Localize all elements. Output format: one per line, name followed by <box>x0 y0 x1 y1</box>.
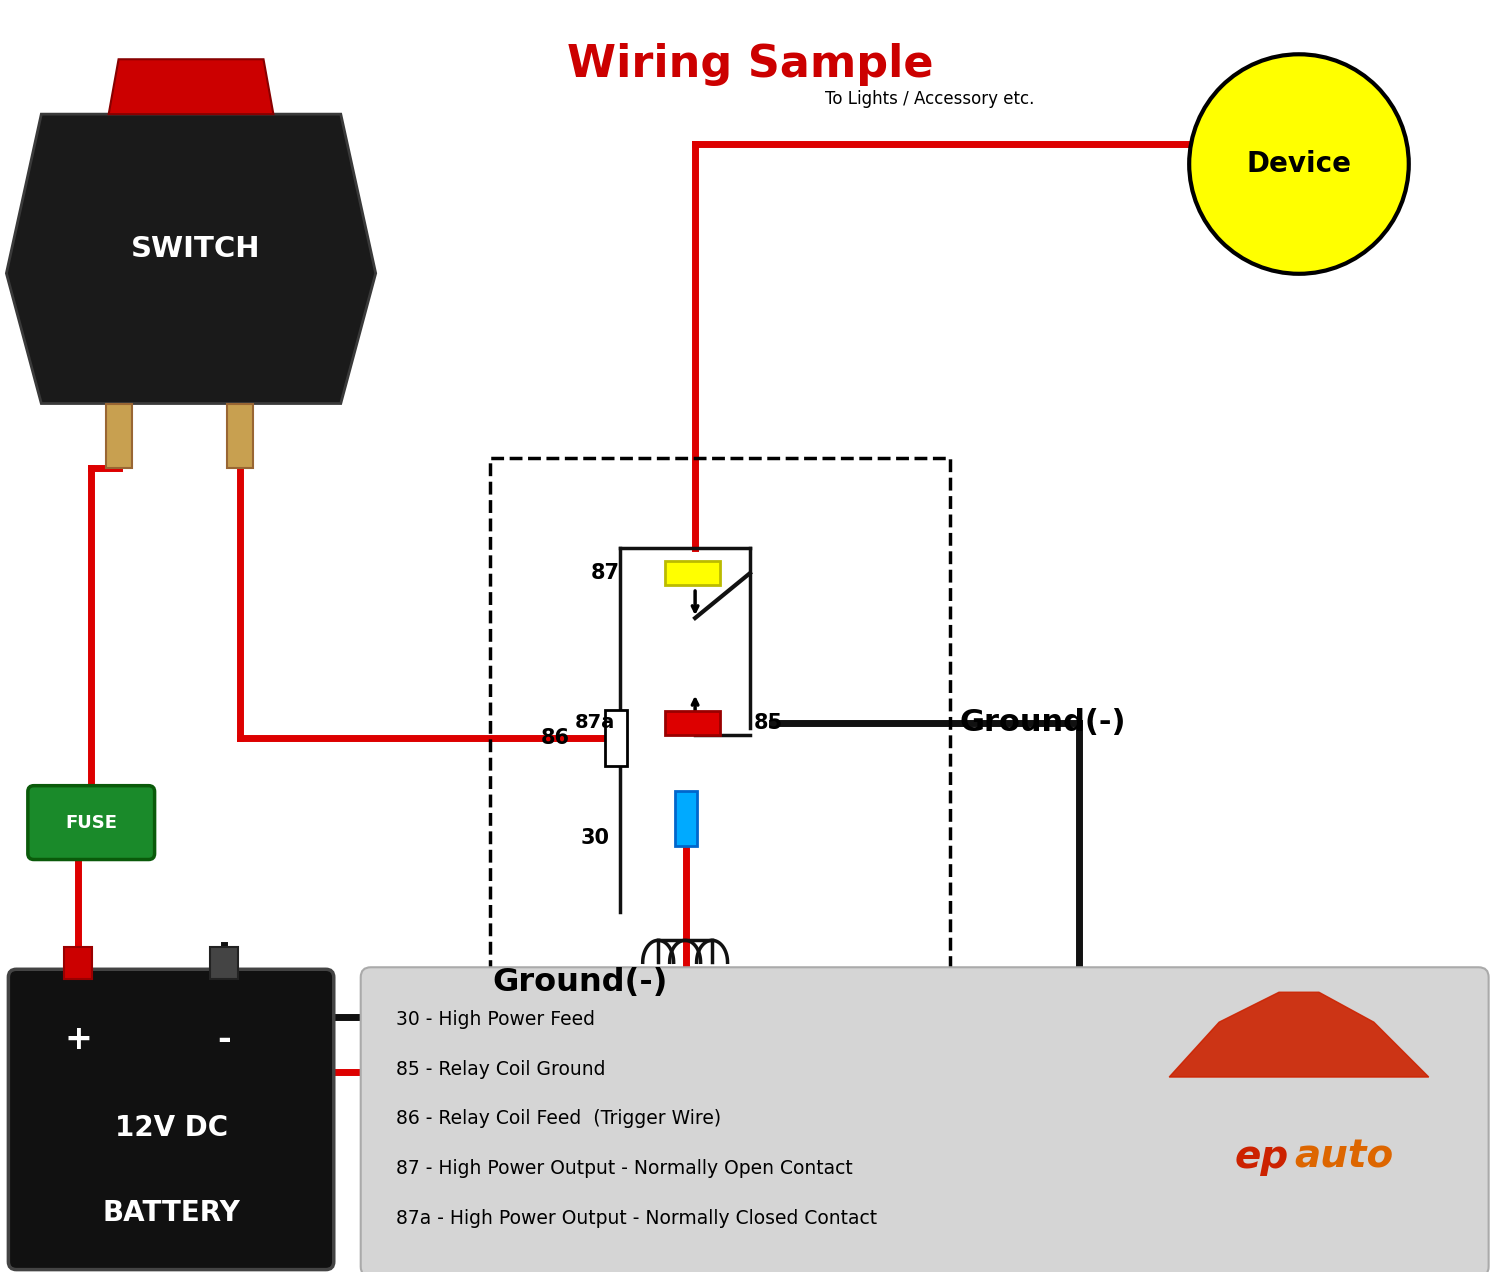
Text: 30: 30 <box>580 827 610 848</box>
Text: BATTERY: BATTERY <box>102 1199 240 1227</box>
Text: 86 - Relay Coil Feed  (Trigger Wire): 86 - Relay Coil Feed (Trigger Wire) <box>396 1110 722 1128</box>
Text: Ground(-): Ground(-) <box>492 966 668 998</box>
Bar <box>228 404 254 468</box>
Text: 87a - High Power Output - Normally Closed Contact: 87a - High Power Output - Normally Close… <box>396 1209 878 1228</box>
Text: ep: ep <box>1234 1138 1288 1176</box>
FancyBboxPatch shape <box>360 967 1488 1273</box>
Bar <box>675 791 698 845</box>
Text: 30 - High Power Feed: 30 - High Power Feed <box>396 1009 594 1029</box>
Text: 85 - Relay Coil Ground: 85 - Relay Coil Ground <box>396 1059 604 1078</box>
Bar <box>664 561 720 586</box>
Text: 87a: 87a <box>574 713 615 732</box>
Text: Ground(-): Ground(-) <box>960 708 1126 737</box>
Polygon shape <box>108 60 273 115</box>
Text: -: - <box>217 1023 231 1057</box>
Bar <box>210 947 237 979</box>
Text: SWITCH: SWITCH <box>132 234 261 262</box>
Polygon shape <box>1168 992 1428 1077</box>
Text: 87 - High Power Output - Normally Open Contact: 87 - High Power Output - Normally Open C… <box>396 1160 852 1179</box>
Bar <box>606 710 627 766</box>
Polygon shape <box>6 115 375 404</box>
Text: To Lights / Accessory etc.: To Lights / Accessory etc. <box>825 90 1035 108</box>
Text: 12V DC: 12V DC <box>114 1114 228 1142</box>
FancyBboxPatch shape <box>9 969 334 1269</box>
Text: 87: 87 <box>591 563 620 583</box>
Bar <box>490 458 950 988</box>
Text: 85: 85 <box>753 713 783 733</box>
Text: FUSE: FUSE <box>64 813 117 831</box>
Bar <box>664 710 720 735</box>
Bar <box>105 404 132 468</box>
Text: 86: 86 <box>542 728 570 747</box>
Text: auto: auto <box>1294 1138 1394 1176</box>
FancyBboxPatch shape <box>28 785 154 859</box>
Text: Device: Device <box>1246 150 1352 178</box>
Bar <box>64 947 92 979</box>
Text: +: + <box>64 1023 92 1057</box>
Circle shape <box>1190 55 1408 274</box>
Text: Wiring Sample: Wiring Sample <box>567 43 933 85</box>
